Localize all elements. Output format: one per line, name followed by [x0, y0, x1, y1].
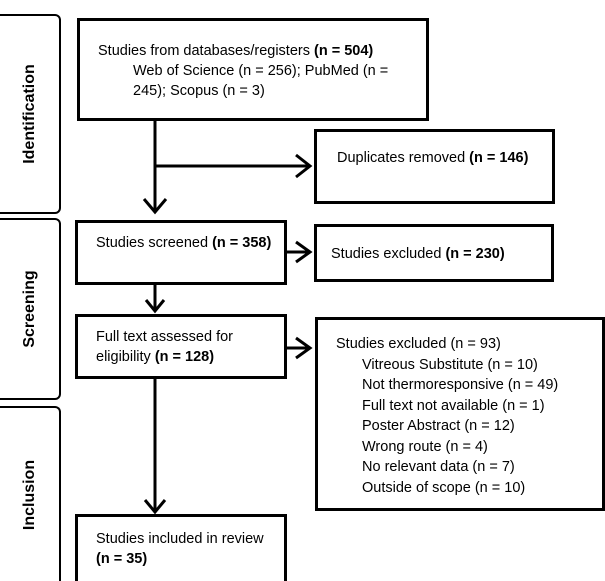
- fulltext-box: Full text assessed for eligibility (n = …: [75, 314, 287, 379]
- connector-to-excluded-1-head: [295, 240, 313, 264]
- included-box: Studies included in review (n = 35): [75, 514, 287, 581]
- excluded-screening-text: Studies excluded: [331, 246, 446, 262]
- phase-identification: Identification: [0, 14, 61, 214]
- screened-text: Studies screened: [96, 235, 213, 251]
- excluded-screening-value: (n = 230): [445, 246, 505, 262]
- fulltext-text: Full text assessed for eligibility: [96, 329, 233, 365]
- phase-inclusion: Inclusion: [0, 406, 61, 581]
- screened-value: (n = 358): [212, 235, 272, 251]
- identification-count-text: Studies from databases/registers: [98, 43, 314, 59]
- connector-to-duplicates-head: [295, 153, 313, 179]
- exclusion-reason: Poster Abstract (n = 12): [362, 418, 515, 434]
- connector-fulltext-included-head: [143, 499, 167, 515]
- exclusion-reason: Wrong route (n = 4): [362, 438, 488, 455]
- identification-count-value: (n = 504): [314, 43, 374, 59]
- exclusion-reason: Not thermoresponsive (n = 49): [362, 377, 559, 393]
- included-text: Studies included in review: [96, 531, 264, 547]
- fulltext-value: (n = 128): [154, 349, 215, 365]
- connector-identification-screened-head: [142, 198, 168, 215]
- identification-box: Studies from databases/registers (n = 50…: [77, 18, 429, 121]
- excluded-eligibility-box: Studies excluded (n = 93) Vitreous Subst…: [315, 317, 605, 511]
- identification-sources: Web of Science (n = 256); PubMed (n = 24…: [133, 63, 389, 99]
- connector-screened-fulltext-head: [144, 299, 166, 314]
- exclusion-reason: Vitreous Substitute (n = 10): [362, 356, 538, 373]
- exclusion-reason: Full text not available (n = 1): [362, 397, 545, 414]
- duplicates-text: Duplicates removed: [337, 150, 470, 166]
- exclusion-reason: No relevant data (n = 7): [362, 459, 515, 475]
- excluded-eligibility-title: Studies excluded (n = 93): [336, 336, 501, 352]
- included-value: (n = 35): [96, 551, 148, 567]
- screened-box: Studies screened (n = 358): [75, 220, 287, 285]
- phase-screening: Screening: [0, 218, 61, 400]
- excluded-screening-box: Studies excluded (n = 230): [314, 224, 554, 282]
- exclusion-reason: Outside of scope (n = 10): [362, 479, 526, 496]
- duplicates-removed-box: Duplicates removed (n = 146): [314, 129, 555, 204]
- duplicates-value: (n = 146): [469, 150, 529, 166]
- connector-to-excluded-2-head: [295, 336, 313, 360]
